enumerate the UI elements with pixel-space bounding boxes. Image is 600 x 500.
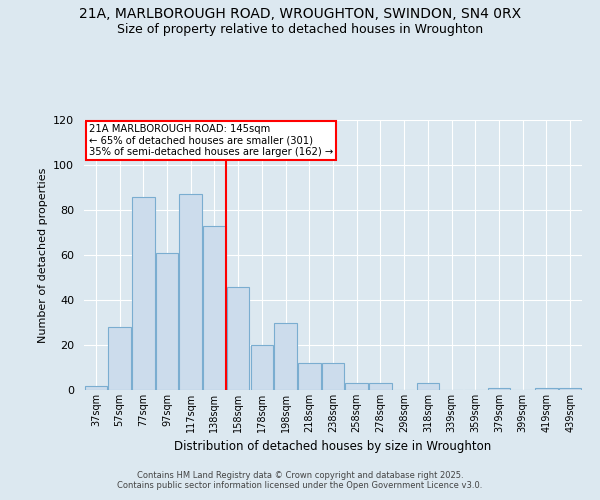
Bar — [227, 286, 250, 390]
Bar — [369, 383, 392, 390]
Bar — [251, 345, 273, 390]
Bar — [109, 327, 131, 390]
Bar — [488, 388, 510, 390]
Bar — [416, 383, 439, 390]
Bar — [85, 386, 107, 390]
Text: 21A MARLBOROUGH ROAD: 145sqm
← 65% of detached houses are smaller (301)
35% of s: 21A MARLBOROUGH ROAD: 145sqm ← 65% of de… — [89, 124, 333, 157]
Text: Contains HM Land Registry data © Crown copyright and database right 2025.
Contai: Contains HM Land Registry data © Crown c… — [118, 470, 482, 490]
Bar — [535, 388, 557, 390]
Bar — [203, 226, 226, 390]
X-axis label: Distribution of detached houses by size in Wroughton: Distribution of detached houses by size … — [175, 440, 491, 454]
Bar — [132, 196, 155, 390]
Bar — [274, 322, 297, 390]
Text: 21A, MARLBOROUGH ROAD, WROUGHTON, SWINDON, SN4 0RX: 21A, MARLBOROUGH ROAD, WROUGHTON, SWINDO… — [79, 8, 521, 22]
Bar — [179, 194, 202, 390]
Bar — [346, 383, 368, 390]
Bar — [559, 388, 581, 390]
Y-axis label: Number of detached properties: Number of detached properties — [38, 168, 47, 342]
Bar — [298, 363, 320, 390]
Bar — [322, 363, 344, 390]
Text: Size of property relative to detached houses in Wroughton: Size of property relative to detached ho… — [117, 22, 483, 36]
Bar — [156, 253, 178, 390]
